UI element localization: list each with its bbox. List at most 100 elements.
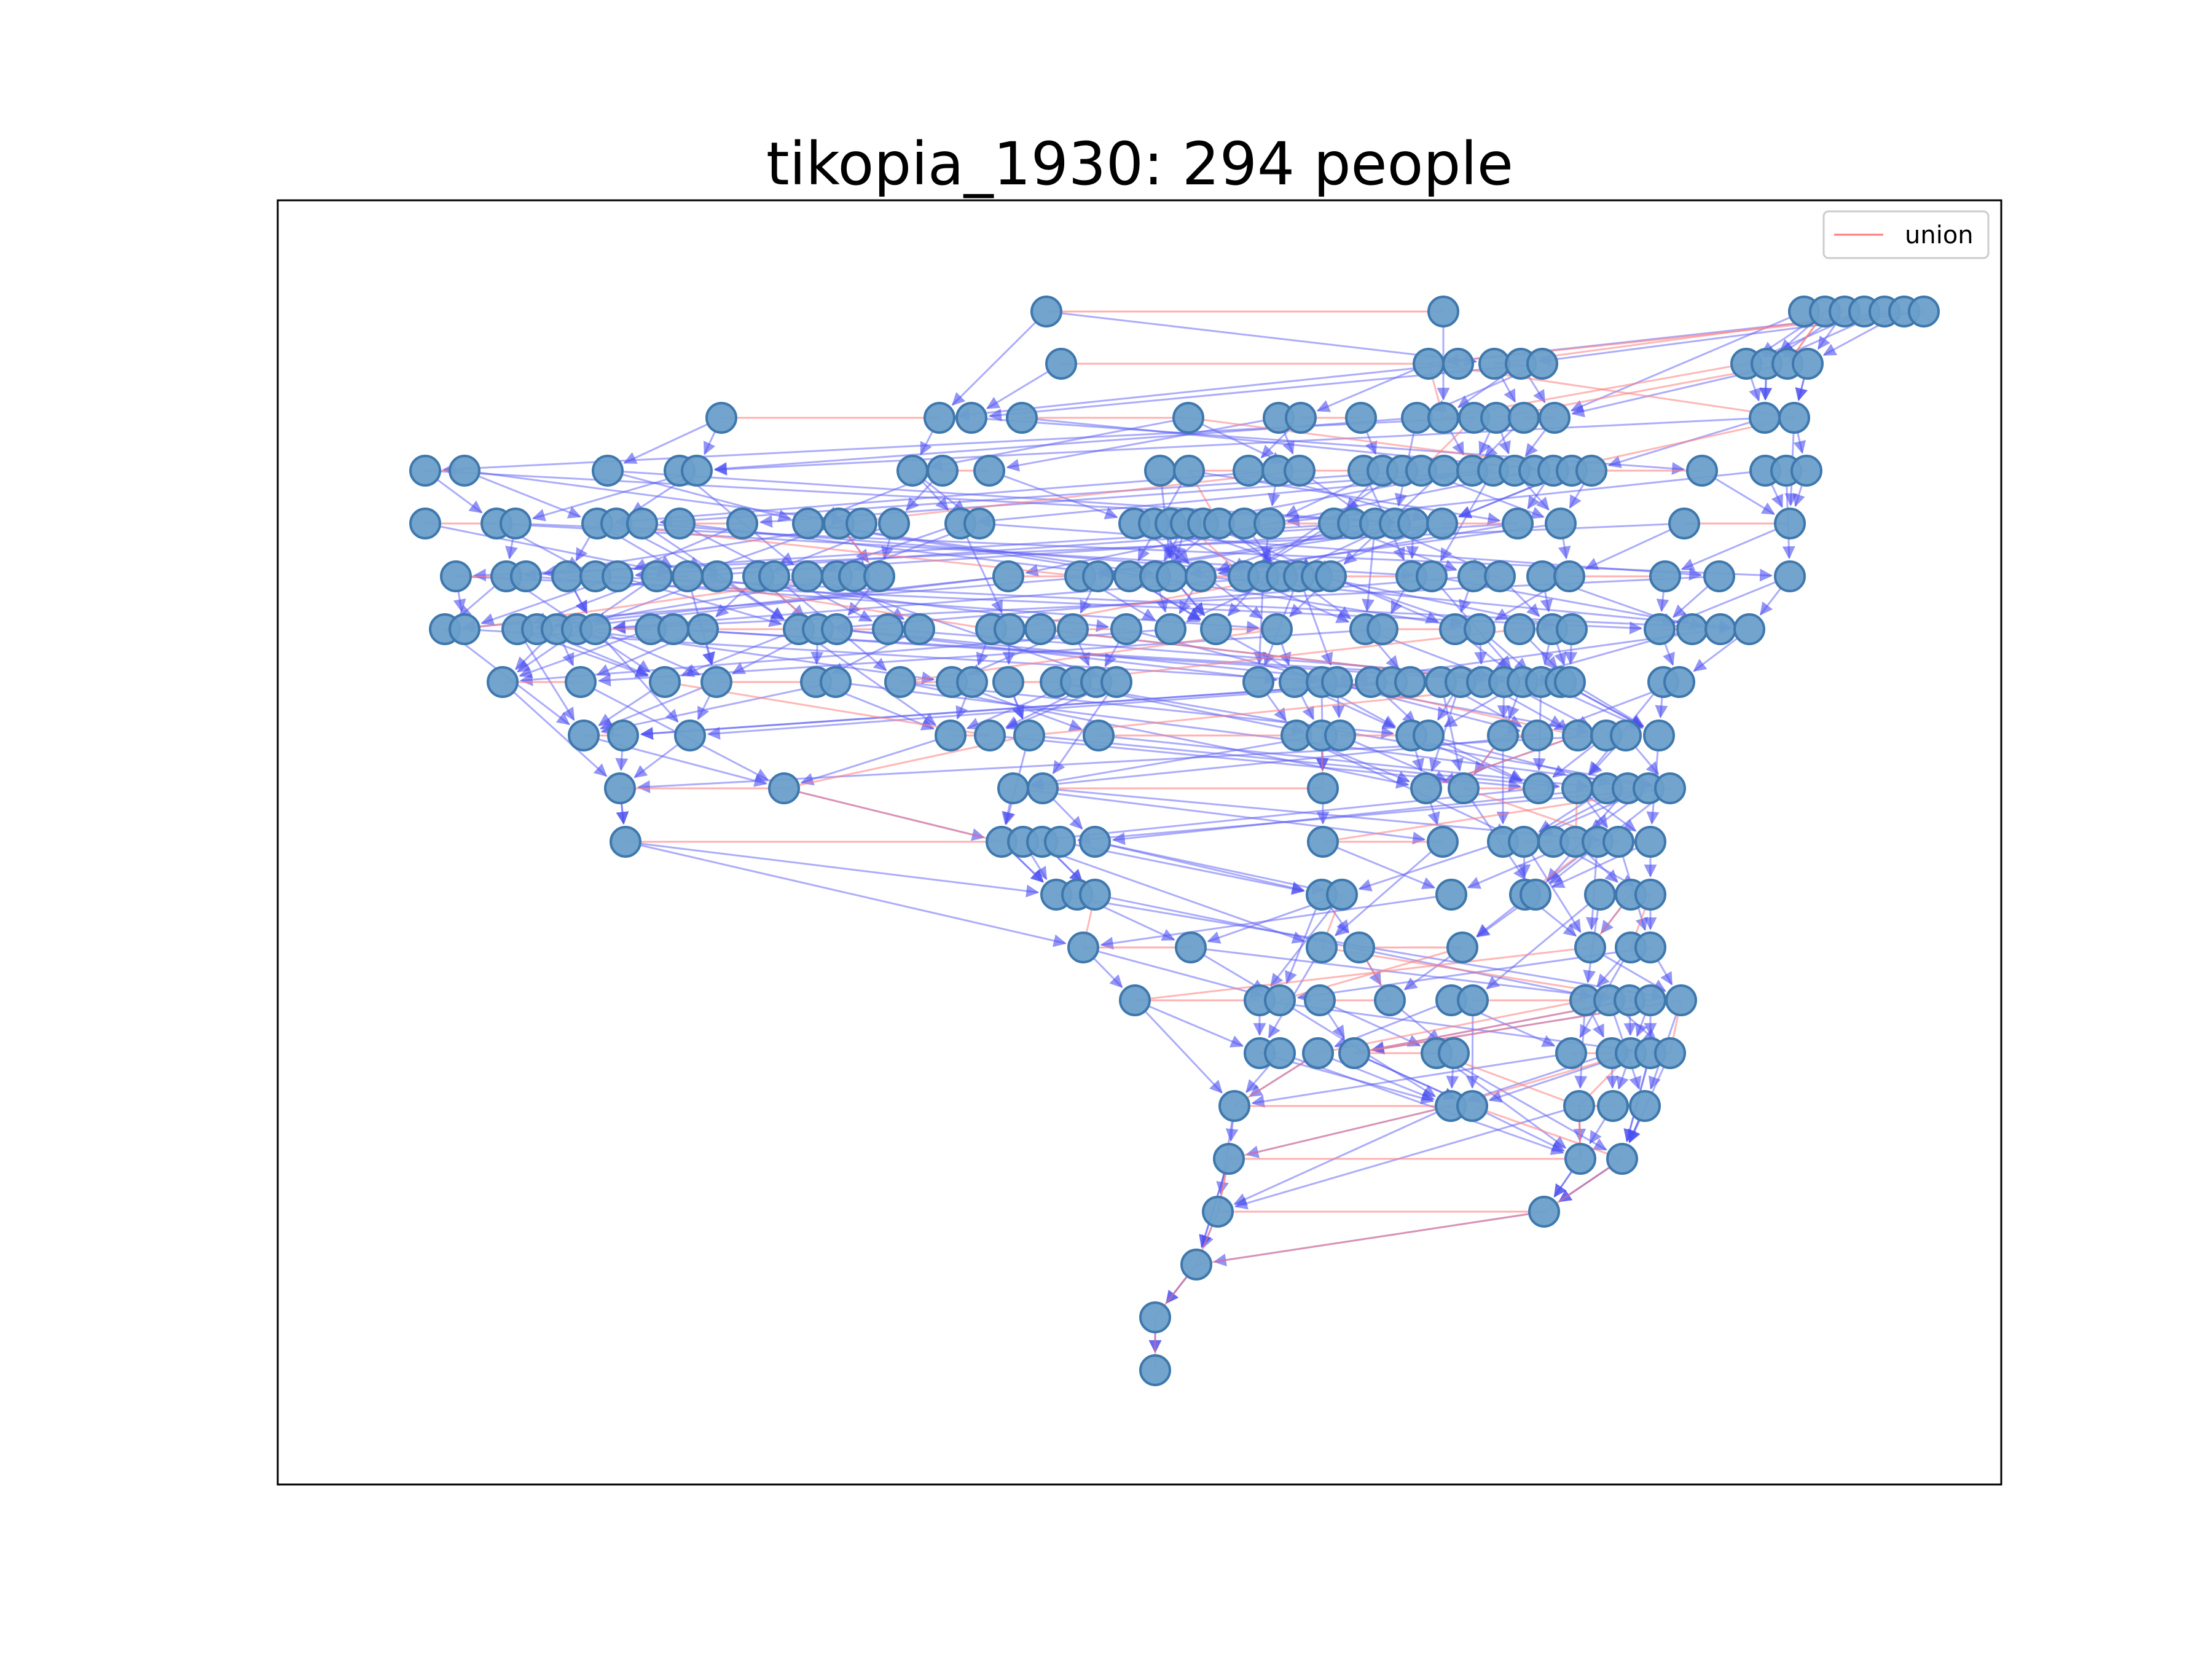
person-node xyxy=(1324,720,1356,751)
person-node xyxy=(1634,879,1666,911)
person-node xyxy=(1307,826,1339,858)
parent-child-edge xyxy=(640,842,1040,898)
parent-child-edge xyxy=(1270,906,1334,987)
parent-child-edge xyxy=(951,321,1037,406)
parent-child-edge xyxy=(702,643,716,665)
person-node xyxy=(1427,402,1459,434)
person-node xyxy=(1663,666,1695,698)
person-node xyxy=(1523,772,1555,804)
person-node xyxy=(1306,931,1338,963)
parent-child-edge xyxy=(458,585,496,618)
person-node xyxy=(1584,879,1616,911)
person-node xyxy=(1790,455,1822,487)
parent-child-edge xyxy=(531,474,683,522)
person-node xyxy=(409,455,441,487)
person-node xyxy=(1448,772,1480,804)
parent-child-edge xyxy=(575,536,591,562)
person-node xyxy=(758,560,790,592)
parent-child-edge xyxy=(1144,1010,1223,1094)
parent-child-edge xyxy=(640,844,1067,947)
parent-child-edge xyxy=(1260,428,1292,459)
parent-child-edge xyxy=(1279,643,1292,666)
person-node xyxy=(1030,296,1062,327)
parent-child-edge xyxy=(1266,693,1287,722)
parent-child-edge xyxy=(704,431,716,455)
parent-child-edge xyxy=(633,743,679,779)
parent-child-edge xyxy=(1282,431,1295,455)
person-node xyxy=(1555,1037,1587,1069)
parent-child-edge xyxy=(680,633,786,677)
person-node xyxy=(974,720,1006,751)
parent-child-edge xyxy=(1078,642,1090,667)
parent-child-edge xyxy=(1358,845,1489,892)
person-node xyxy=(700,666,732,698)
person-node xyxy=(1326,879,1358,911)
person-node xyxy=(1082,560,1114,592)
person-node xyxy=(1172,402,1204,434)
person-node xyxy=(1553,560,1585,592)
person-node xyxy=(872,613,904,645)
parent-child-edge xyxy=(1267,485,1281,507)
parent-child-edge xyxy=(1498,431,1511,455)
parent-child-edge xyxy=(473,523,1670,582)
parent-child-edge xyxy=(1074,844,1305,895)
person-node xyxy=(1110,613,1142,645)
person-node xyxy=(1457,984,1489,1016)
person-node xyxy=(884,666,916,698)
parent-child-edge xyxy=(1052,798,1083,830)
parent-child-edge xyxy=(1591,1013,1604,1038)
parent-child-edge xyxy=(707,682,1396,740)
parent-child-edge xyxy=(1077,788,1656,846)
parent-child-edge xyxy=(920,430,934,456)
person-node xyxy=(1410,772,1442,804)
person-nodes xyxy=(409,296,1940,1386)
person-node xyxy=(409,508,441,539)
person-node xyxy=(1343,931,1375,963)
person-node xyxy=(1083,720,1115,751)
person-node xyxy=(1264,984,1296,1016)
chart-title: tikopia_1930: 294 people xyxy=(766,130,1513,198)
parent-child-edge xyxy=(616,802,629,825)
parent-child-edge xyxy=(1403,955,1451,990)
union-edge xyxy=(1228,1105,1451,1160)
person-node xyxy=(610,826,641,858)
parent-child-edge xyxy=(1486,903,1590,990)
parent-child-edge xyxy=(1037,845,1306,944)
person-node xyxy=(551,560,583,592)
person-node xyxy=(1285,402,1317,434)
parent-child-edge xyxy=(986,371,1049,409)
person-node xyxy=(1654,772,1686,804)
person-node xyxy=(664,508,696,539)
person-node xyxy=(1606,1143,1638,1175)
person-node xyxy=(1457,560,1489,592)
parent-child-edge xyxy=(1749,377,1762,402)
parent-child-edge xyxy=(1535,903,1577,937)
person-node xyxy=(1539,402,1571,434)
person-node xyxy=(1676,613,1708,645)
person-node xyxy=(1119,984,1151,1016)
parent-child-edge xyxy=(1569,482,1585,509)
person-node xyxy=(1302,1037,1334,1069)
person-node xyxy=(878,508,910,539)
parent-child-edge xyxy=(1795,377,1808,401)
parent-child-edge xyxy=(623,423,708,464)
parent-child-edge xyxy=(956,364,1444,422)
person-node xyxy=(1554,666,1586,698)
parent-child-edge xyxy=(1628,1119,1640,1143)
parent-child-edge xyxy=(1714,477,1776,515)
legend-union-label: union xyxy=(1905,221,1974,249)
parent-child-edge xyxy=(697,694,711,720)
parent-child-edge xyxy=(1655,696,1668,719)
parent-child-edge xyxy=(1027,789,1426,845)
person-node xyxy=(1315,560,1347,592)
parent-child-edge xyxy=(1109,844,1325,895)
parent-child-edge xyxy=(1478,431,1491,455)
parent-child-edge xyxy=(1484,428,1515,459)
parent-child-edge xyxy=(1400,1009,1441,1043)
person-node xyxy=(992,560,1024,592)
person-node xyxy=(1464,613,1496,645)
person-node xyxy=(1079,826,1111,858)
person-node xyxy=(994,613,1026,645)
parent-child-edge xyxy=(439,525,671,577)
person-node xyxy=(1100,666,1132,698)
